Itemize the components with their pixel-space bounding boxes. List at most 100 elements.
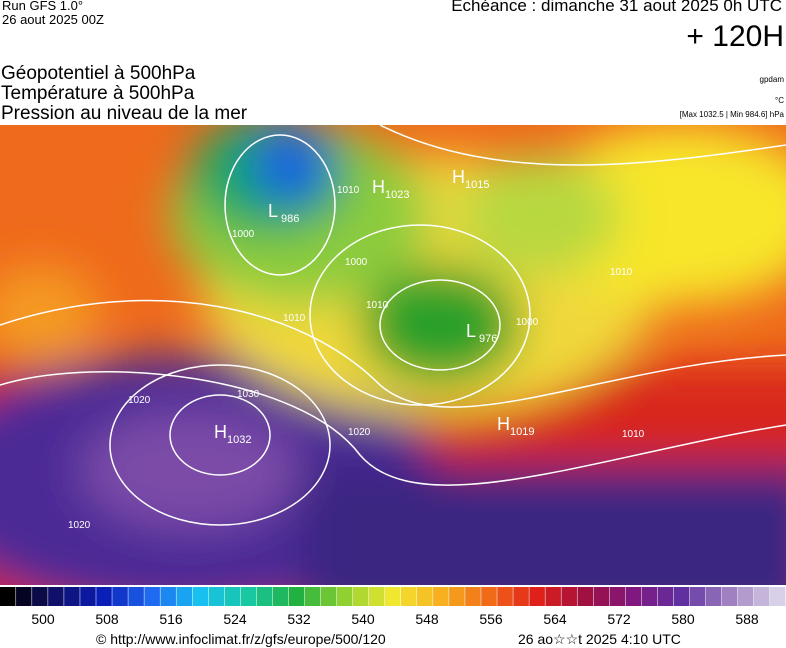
colorbar-label: 588: [735, 611, 759, 627]
colorbar-label: 500: [31, 611, 55, 627]
generated: 26 ao☆☆t 2025 4:10 UTC: [518, 631, 681, 647]
color-swatch: [401, 587, 417, 606]
colorbar-label: 516: [159, 611, 183, 627]
color-swatch: [128, 587, 144, 606]
color-swatch: [16, 587, 32, 606]
color-swatch: [64, 587, 80, 606]
unit: °C: [775, 96, 784, 105]
color-swatch: [48, 587, 64, 606]
color-swatch: [657, 587, 674, 606]
color-swatch: [160, 587, 176, 606]
color-swatch: [449, 587, 465, 606]
center-letter: L: [268, 201, 278, 221]
color-swatch: [641, 587, 658, 606]
title: Température à 500hPa: [1, 83, 195, 104]
run-date: 26 aout 2025 00Z: [2, 12, 104, 27]
colorbar-label: 556: [479, 611, 503, 627]
color-swatch: [272, 587, 289, 606]
center-letter: H: [497, 414, 510, 434]
color-swatch: [336, 587, 353, 606]
color-swatch: [304, 587, 321, 606]
colorbar: 5005085165245325405485565645725805885966…: [0, 587, 786, 627]
color-swatch: [208, 587, 225, 606]
isobar-label: 1020: [348, 427, 371, 438]
color-swatch: [673, 587, 690, 606]
color-swatch: [513, 587, 529, 606]
title: Géopotentiel à 500hPa: [1, 63, 196, 84]
colorbar-label: 532: [287, 611, 311, 627]
color-swatch: [689, 587, 706, 606]
source: © http://www.infoclimat.fr/z/gfs/europe/…: [96, 631, 386, 647]
color-swatch: [256, 587, 273, 606]
colorbar-label: 572: [607, 611, 631, 627]
color-swatch: [705, 587, 722, 606]
colorbar-label: 508: [95, 611, 119, 627]
color-swatch: [721, 587, 738, 606]
isobar-label: 1010: [366, 300, 389, 311]
color-swatch: [80, 587, 96, 606]
center-value: 976: [479, 333, 497, 345]
color-swatch: [240, 587, 257, 606]
colorbar-label: 564: [543, 611, 567, 627]
isobar-label: 1010: [337, 185, 360, 196]
color-swatch: [593, 587, 610, 606]
color-swatch: [609, 587, 626, 606]
color-swatch: [497, 587, 513, 606]
color-swatch: [577, 587, 594, 606]
center-value: 1015: [465, 179, 489, 191]
color-swatch: [112, 587, 128, 606]
center-letter: L: [466, 321, 476, 341]
isobar-label: 1010: [283, 313, 306, 324]
center-value: 1019: [510, 426, 534, 438]
echeance: Echéance : dimanche 31 aout 2025 0h UTC: [451, 0, 782, 15]
unit: [Max 1032.5 | Min 984.6] hPa: [679, 110, 784, 119]
color-swatch: [433, 587, 449, 606]
isobar-label: 1030: [237, 389, 260, 400]
color-swatch: [352, 587, 369, 606]
unit: gpdam: [759, 75, 784, 84]
color-swatch: [224, 587, 241, 606]
isobar-label: 1000: [345, 257, 368, 268]
color-swatch: [176, 587, 192, 606]
isobar-label: 1020: [128, 395, 151, 406]
center-value: 986: [281, 213, 299, 225]
color-swatch: [32, 587, 48, 606]
color-swatch: [144, 587, 160, 606]
colorbar-label: 548: [415, 611, 439, 627]
color-swatch: [320, 587, 337, 606]
color-swatch: [625, 587, 642, 606]
color-swatch: [368, 587, 385, 606]
title: Pression au niveau de la mer: [1, 103, 248, 124]
center-value: 1032: [227, 434, 251, 446]
color-swatch: [417, 587, 433, 606]
color-swatch: [737, 587, 754, 606]
field: [0, 125, 786, 585]
isobar-label: 1000: [232, 229, 255, 240]
isobar-label: 1010: [610, 267, 633, 278]
color-swatch: [96, 587, 112, 606]
colorbar-label: 524: [223, 611, 247, 627]
color-swatch: [288, 587, 305, 606]
lead-time: + 120H: [686, 20, 784, 53]
color-swatch: [481, 587, 497, 606]
isobar-label: 1020: [68, 520, 91, 531]
center-letter: H: [372, 177, 385, 197]
isobar-label: 1010: [622, 429, 645, 440]
colorbar-label: 540: [351, 611, 375, 627]
color-swatch: [0, 587, 16, 606]
center-value: 1023: [385, 189, 409, 201]
color-swatch: [192, 587, 209, 606]
color-swatch: [545, 587, 561, 606]
color-swatch: [769, 587, 786, 606]
color-swatch: [384, 587, 401, 606]
colorbar-label: 580: [671, 611, 695, 627]
isobar-label: 1000: [516, 317, 539, 328]
color-swatch: [753, 587, 770, 606]
color-swatch: [465, 587, 481, 606]
center-letter: H: [214, 422, 227, 442]
run: Run GFS 1.0°: [2, 0, 84, 13]
color-swatch: [561, 587, 577, 606]
center-letter: H: [452, 167, 465, 187]
